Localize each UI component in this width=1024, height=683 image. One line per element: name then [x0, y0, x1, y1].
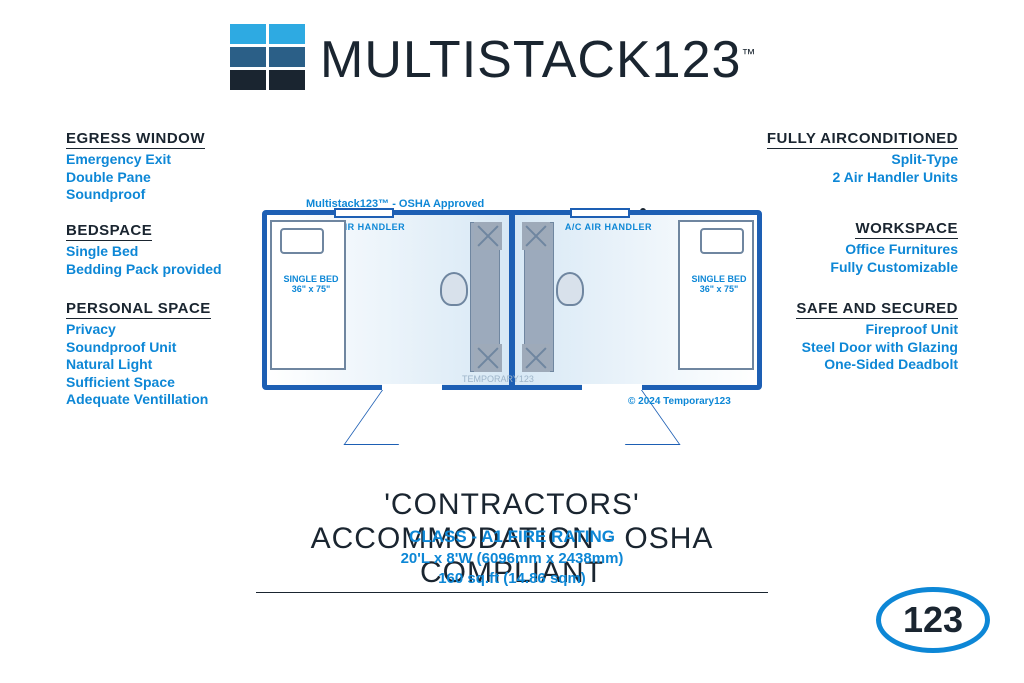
pillow-icon — [700, 228, 744, 254]
bed-label: SINGLE BED 36" x 75" — [278, 274, 344, 294]
storage-box — [474, 344, 502, 372]
copyright: © 2024 Temporary123 — [628, 396, 731, 407]
corner-logo: 123 — [876, 587, 990, 653]
bed-left: SINGLE BED 36" x 75" — [270, 220, 346, 370]
osha-note: Multistack123™ - OSHA Approved — [306, 198, 484, 210]
storage-box — [522, 344, 550, 372]
watermark: TEMPORARY123 — [462, 374, 534, 384]
bed-label: SINGLE BED 36" x 75" — [686, 274, 752, 294]
spec-line: 20'L x 8'W (6096mm x 2438mm) — [0, 549, 1024, 569]
spec-line: 160 sq.ft (14.86 sqm) — [0, 569, 1024, 589]
ac-label: A/C AIR HANDLER — [565, 222, 652, 232]
logo-123: 123 — [876, 587, 990, 653]
chair-right — [556, 272, 584, 306]
bed-right: SINGLE BED 36" x 75" — [678, 220, 754, 370]
ac-unit-left — [334, 208, 394, 218]
specs: CLASS - A1 FIRE RATING 20'L x 8'W (6096m… — [0, 526, 1024, 589]
storage-box — [522, 222, 550, 250]
spec-line: CLASS - A1 FIRE RATING — [0, 526, 1024, 549]
partition-wall — [509, 215, 515, 385]
ac-unit-right — [570, 208, 630, 218]
pillow-icon — [280, 228, 324, 254]
storage-box — [474, 222, 502, 250]
chair-left — [440, 272, 468, 306]
floor-plan: A/C AIR HANDLER SINGLE BED 36" x 75" A/C… — [262, 210, 762, 390]
